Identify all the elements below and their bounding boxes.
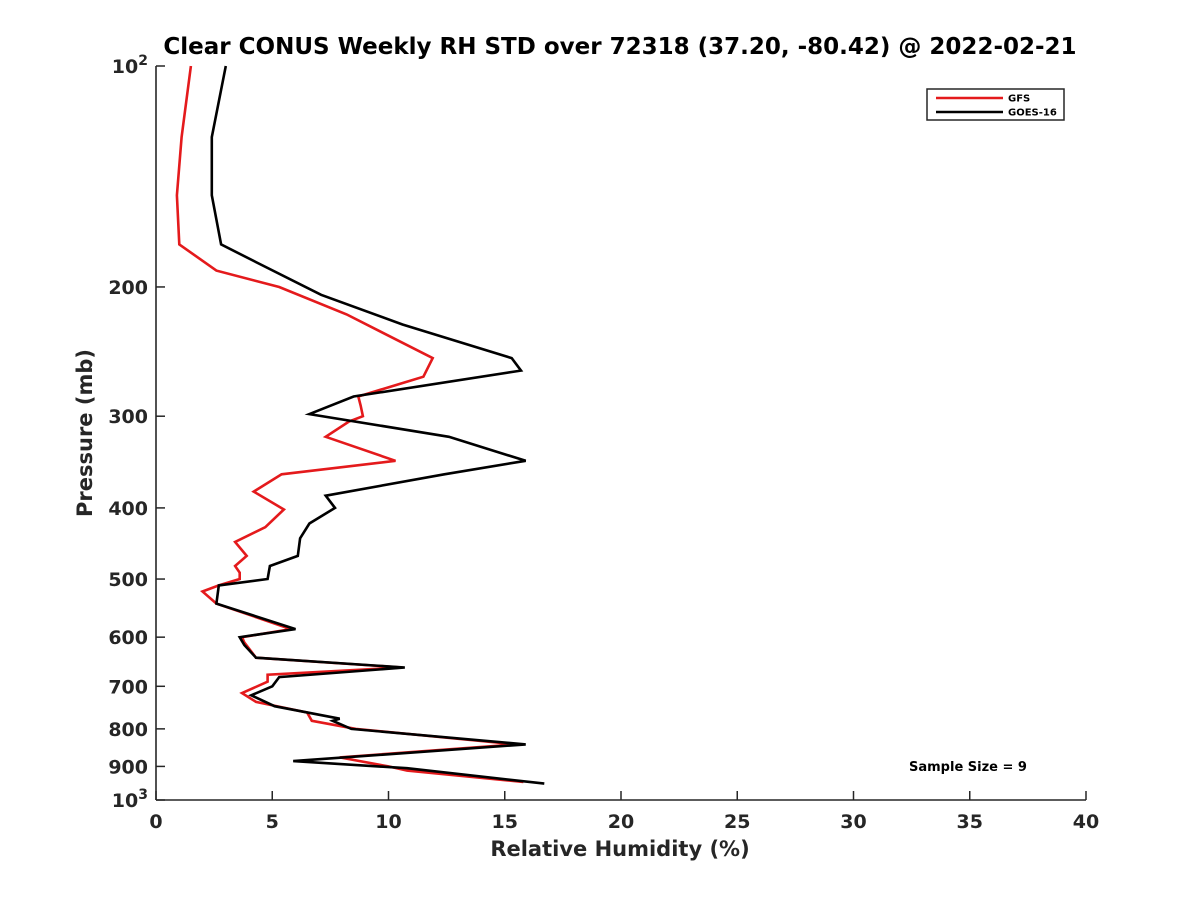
x-tick-label: 40 bbox=[1073, 811, 1099, 833]
y-tick-label-exponent: 3 bbox=[138, 787, 148, 803]
y-tick-label: 700 bbox=[108, 676, 148, 698]
y-tick-label: 200 bbox=[108, 277, 148, 299]
x-tick-label: 35 bbox=[957, 811, 983, 833]
y-tick-label: 103 bbox=[112, 787, 148, 812]
x-tick-label: 15 bbox=[492, 811, 518, 833]
y-tick-label-base: 800 bbox=[108, 719, 148, 741]
x-tick-label: 0 bbox=[149, 811, 162, 833]
x-tick-label: 10 bbox=[375, 811, 401, 833]
y-tick-label-base: 700 bbox=[108, 676, 148, 698]
y-tick-label: 800 bbox=[108, 719, 148, 741]
y-tick-label-base: 600 bbox=[108, 627, 148, 649]
y-tick-label: 102 bbox=[112, 53, 148, 78]
y-tick-label-base: 300 bbox=[108, 406, 148, 428]
y-tick-label: 400 bbox=[108, 498, 148, 520]
x-tick-label: 5 bbox=[266, 811, 279, 833]
x-tick-label: 25 bbox=[724, 811, 750, 833]
y-tick-label-exponent: 2 bbox=[138, 53, 148, 69]
y-tick-label: 300 bbox=[108, 406, 148, 428]
sample-size-annotation: Sample Size = 9 bbox=[909, 760, 1027, 775]
y-tick-label-base: 10 bbox=[112, 790, 138, 812]
x-tick-label: 20 bbox=[608, 811, 634, 833]
legend: GFS GOES-16 bbox=[926, 88, 1065, 121]
series-layer bbox=[175, 65, 545, 785]
y-axis-label: Pressure (mb) bbox=[73, 349, 97, 517]
y-tick-label-base: 10 bbox=[112, 56, 138, 78]
y-tick-label-base: 900 bbox=[108, 756, 148, 778]
y-tick-label-base: 500 bbox=[108, 569, 148, 591]
legend-box bbox=[926, 88, 1065, 121]
y-tick-label-base: 400 bbox=[108, 498, 148, 520]
y-tick-label: 600 bbox=[108, 627, 148, 649]
plot-area: 0 5 10 15 20 25 30 35 40 10220030040050060070080… bbox=[108, 53, 1099, 833]
series-line-goes-16 bbox=[210, 65, 545, 785]
legend-label: GOES-16 bbox=[1008, 108, 1057, 119]
y-tick-label: 900 bbox=[108, 756, 148, 778]
x-axis-ticks: 0 5 10 15 20 25 30 35 40 bbox=[149, 791, 1099, 833]
y-tick-label-base: 200 bbox=[108, 277, 148, 299]
y-tick-label: 500 bbox=[108, 569, 148, 591]
legend-label: GFS bbox=[1008, 94, 1030, 105]
x-axis-label: Relative Humidity (%) bbox=[490, 837, 749, 861]
x-tick-label: 30 bbox=[840, 811, 866, 833]
chart-title: Clear CONUS Weekly RH STD over 72318 (37… bbox=[163, 34, 1076, 60]
